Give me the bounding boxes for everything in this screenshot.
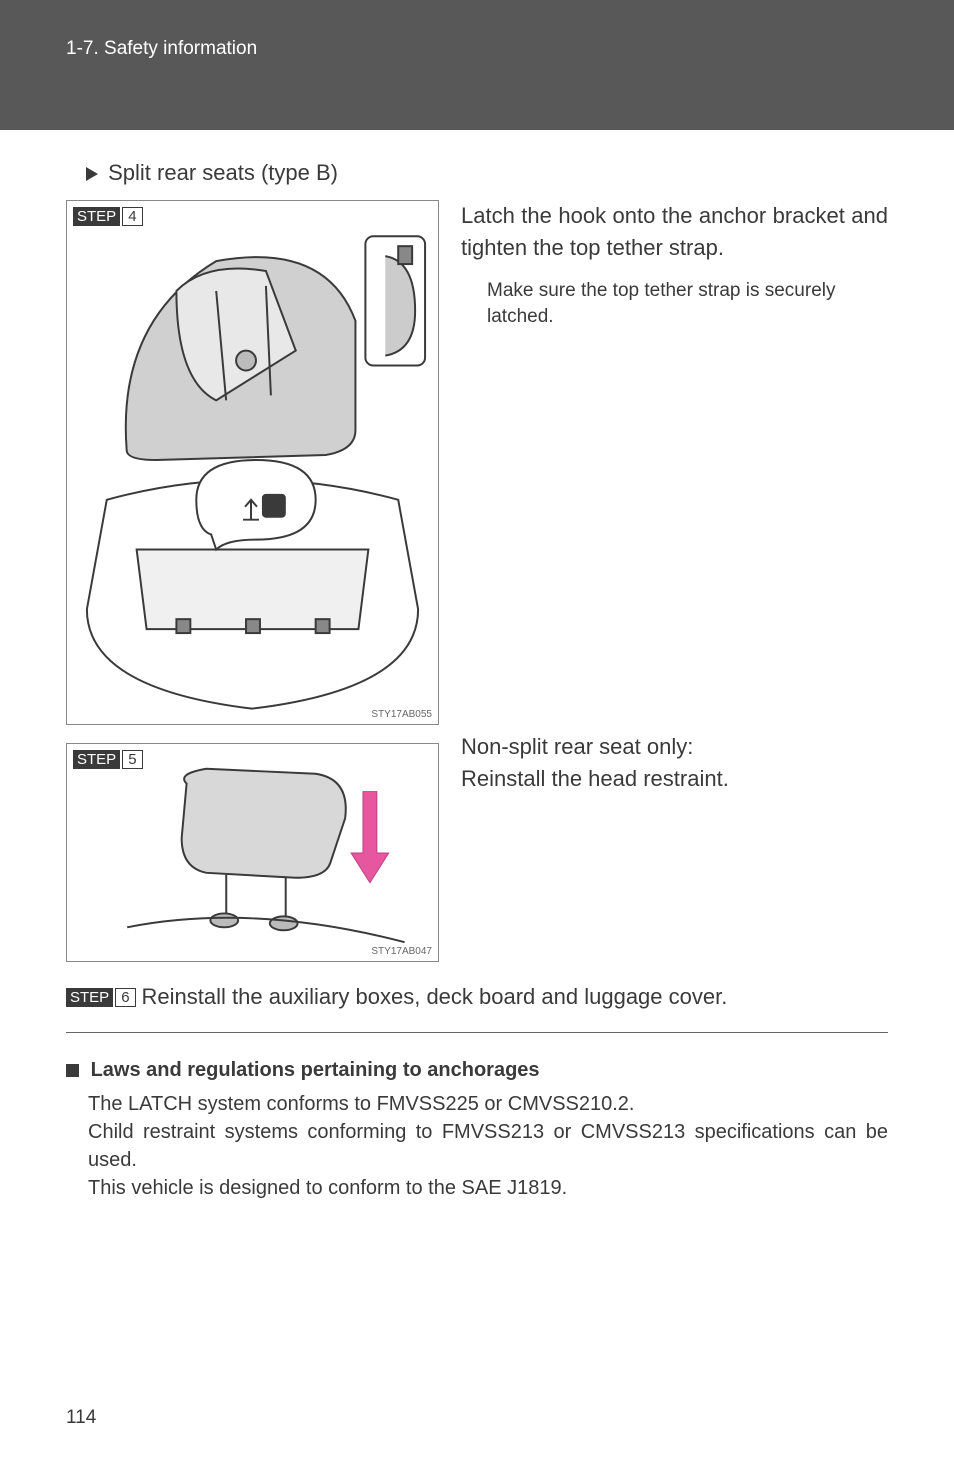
child-seat-illustration [67,201,438,724]
step5-text-block: Non-split rear seat only: Reinstall the … [461,725,888,795]
laws-p1: The LATCH system conforms to FMVSS225 or… [88,1090,888,1118]
step4-text-block: Latch the hook onto the anchor bracket a… [461,200,888,345]
step-label: STEP [66,988,113,1007]
square-bullet-icon [66,1064,79,1077]
step-label: STEP [73,750,120,769]
figure-caption: STY17AB055 [371,709,432,720]
headrest-illustration [67,744,438,961]
step-number: 5 [122,750,142,769]
step4-instruction: Latch the hook onto the anchor bracket a… [461,200,888,264]
page-number: 114 [66,1407,96,1429]
step6-text: Reinstall the auxiliary boxes, deck boar… [142,984,728,1010]
page-content: Split rear seats (type B) STEP 4 [0,130,954,1202]
step-number: 6 [115,988,135,1007]
step5-tag: STEP 5 [73,750,143,769]
step-number: 4 [122,207,142,226]
step5-row: STEP 5 STY17AB047 Non-split [66,725,888,962]
step4-note: Make sure the top tether strap is secure… [487,278,888,331]
step5-line2: Reinstall the head restraint. [461,763,888,795]
step4-tag: STEP 4 [73,207,143,226]
subheading-row: Split rear seats (type B) [86,160,888,186]
laws-p2: Child restraint systems conforming to FM… [88,1118,888,1174]
laws-heading-row: Laws and regulations pertaining to ancho… [66,1059,888,1082]
step6-row: STEP 6 Reinstall the auxiliary boxes, de… [66,984,888,1010]
step4-row: STEP 4 [66,200,888,725]
figure-caption: STY17AB047 [371,946,432,957]
step5-figure: STEP 5 STY17AB047 [66,743,439,962]
laws-heading-text: Laws and regulations pertaining to ancho… [91,1059,540,1081]
step4-figure: STEP 4 [66,200,439,725]
step-label: STEP [73,207,120,226]
laws-body: The LATCH system conforms to FMVSS225 or… [88,1090,888,1202]
step5-line1: Non-split rear seat only: [461,731,888,763]
subheading-text: Split rear seats (type B) [108,160,338,185]
step6-tag: STEP 6 [66,988,136,1007]
section-label: 1-7. Safety information [66,38,257,59]
triangle-icon [86,167,98,181]
page-header: 1-7. Safety information [0,0,954,130]
laws-p3: This vehicle is designed to conform to t… [88,1174,888,1202]
section-divider [66,1032,888,1033]
